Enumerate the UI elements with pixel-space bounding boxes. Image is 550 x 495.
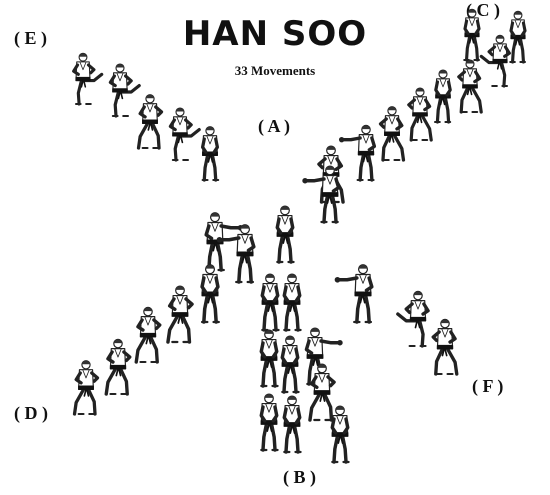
martial-artist-icon bbox=[509, 10, 527, 64]
martial-artist-icon bbox=[280, 335, 300, 394]
martial-artist-icon bbox=[275, 205, 295, 264]
martial-artist-icon bbox=[378, 106, 406, 162]
martial-artist-icon bbox=[134, 306, 162, 364]
martial-artist-icon bbox=[334, 264, 374, 324]
martial-artist-icon bbox=[302, 165, 341, 224]
martial-artist-icon bbox=[304, 327, 343, 386]
martial-artist-icon bbox=[282, 273, 302, 332]
martial-artist-icon bbox=[72, 52, 104, 106]
point-label-b: ( B ) bbox=[283, 467, 316, 487]
martial-artist-icon bbox=[216, 224, 256, 284]
diagram-subtitle: 33 Movements bbox=[234, 63, 316, 78]
martial-artist-icon bbox=[330, 405, 350, 464]
martial-artist-icon bbox=[200, 264, 220, 324]
martial-artist-icon bbox=[308, 363, 336, 422]
martial-artist-icon bbox=[259, 393, 279, 452]
martial-artist-icon bbox=[282, 395, 302, 454]
martial-artist-icon bbox=[457, 59, 483, 114]
martial-artist-icon bbox=[338, 124, 377, 182]
point-label-a: ( A ) bbox=[258, 116, 291, 136]
martial-artist-icon bbox=[431, 318, 459, 376]
martial-artist-icon bbox=[168, 107, 201, 162]
point-label-e: ( E ) bbox=[14, 28, 47, 48]
martial-artist-icon bbox=[166, 285, 194, 344]
martial-artist-icon bbox=[200, 126, 220, 182]
martial-artist-icon bbox=[433, 69, 452, 124]
martial-artist-icon bbox=[463, 8, 481, 62]
martial-artist-icon bbox=[104, 338, 132, 396]
martial-artist-icon bbox=[479, 34, 511, 88]
martial-artist-icon bbox=[396, 290, 430, 348]
martial-artist-icon bbox=[407, 87, 433, 142]
martial-artist-icon bbox=[259, 329, 279, 388]
point-label-f: ( F ) bbox=[472, 376, 504, 396]
martial-artist-icon bbox=[72, 360, 100, 416]
martial-artist-icon bbox=[108, 63, 141, 118]
martial-artist-icon bbox=[136, 94, 164, 150]
point-label-d: ( D ) bbox=[14, 403, 48, 423]
martial-artist-icon bbox=[260, 273, 280, 332]
diagram-title: HAN SOO bbox=[182, 14, 368, 54]
